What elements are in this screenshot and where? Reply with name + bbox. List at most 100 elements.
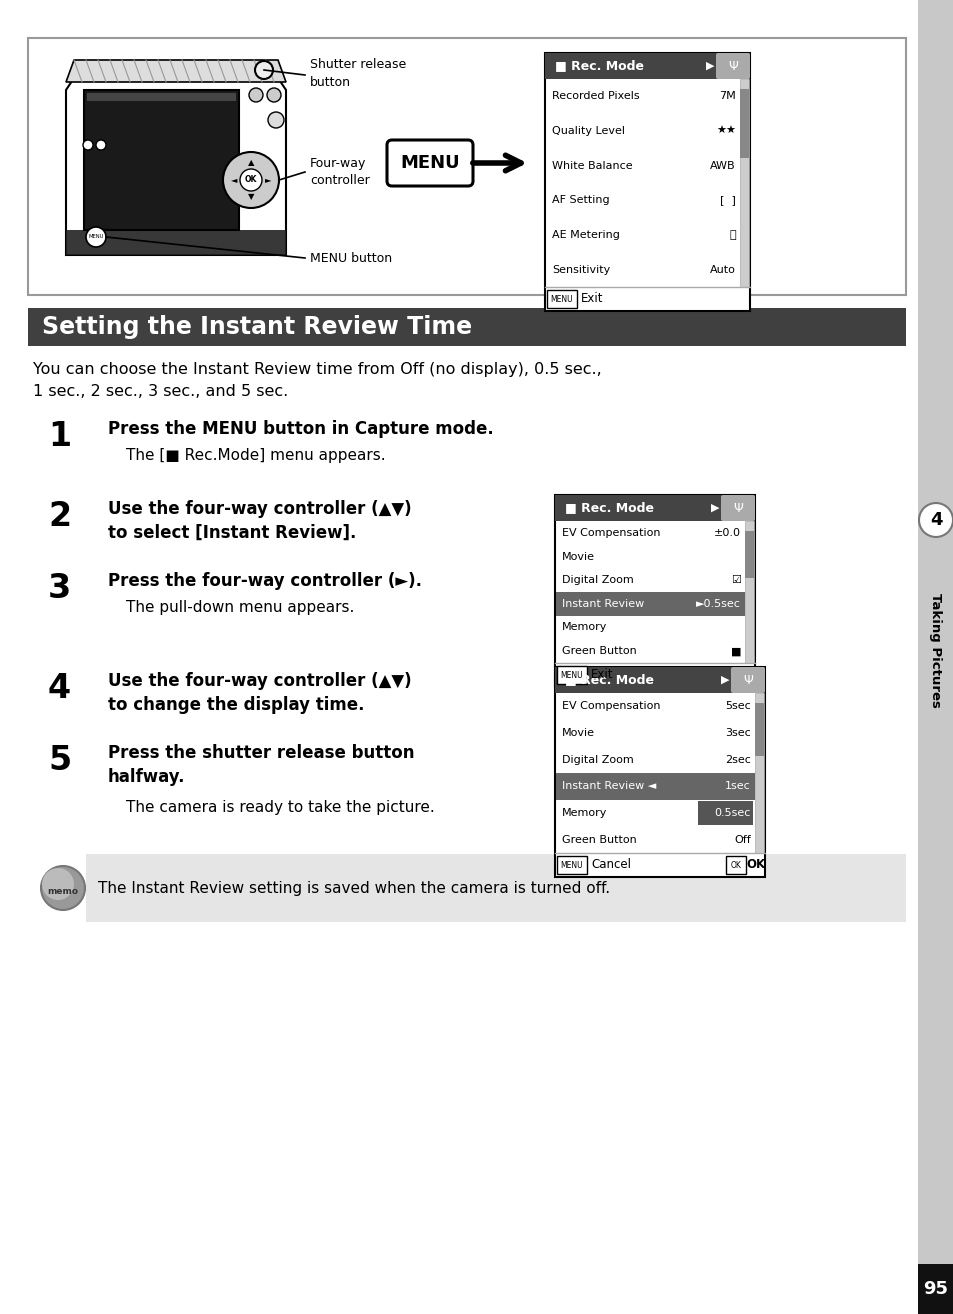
Text: 4: 4: [929, 511, 942, 530]
Text: OK: OK: [245, 176, 257, 184]
FancyBboxPatch shape: [730, 668, 764, 692]
Bar: [555, 668, 764, 692]
Text: ▼: ▼: [248, 192, 254, 201]
Bar: [556, 773, 754, 800]
Text: to select [Instant Review].: to select [Instant Review].: [108, 524, 356, 541]
FancyBboxPatch shape: [555, 668, 733, 692]
FancyBboxPatch shape: [544, 53, 719, 79]
Text: MENU: MENU: [89, 234, 104, 239]
Text: AE Metering: AE Metering: [552, 230, 619, 240]
Text: MENU: MENU: [560, 861, 582, 870]
Text: 5sec: 5sec: [724, 702, 750, 711]
Text: ▶: ▶: [705, 60, 714, 71]
Text: Exit: Exit: [590, 669, 613, 682]
Text: Off: Off: [734, 834, 750, 845]
Text: halfway.: halfway.: [108, 767, 185, 786]
Text: AF Setting: AF Setting: [552, 196, 609, 205]
Text: Use the four-way controller (▲▼): Use the four-way controller (▲▼): [108, 671, 411, 690]
Text: OK: OK: [730, 861, 740, 870]
Text: memo: memo: [48, 887, 78, 896]
Text: Ψ: Ψ: [732, 502, 742, 515]
Circle shape: [254, 60, 273, 79]
Circle shape: [268, 112, 284, 127]
Text: Green Button: Green Button: [561, 834, 636, 845]
Text: Ψ: Ψ: [742, 674, 752, 686]
Text: EV Compensation: EV Compensation: [561, 528, 659, 537]
Text: ▶: ▶: [710, 503, 719, 512]
Bar: [556, 593, 744, 616]
Text: Green Button: Green Button: [561, 646, 636, 656]
Text: 1: 1: [48, 420, 71, 453]
Text: 1sec: 1sec: [724, 782, 750, 791]
Text: 1 sec., 2 sec., 3 sec., and 5 sec.: 1 sec., 2 sec., 3 sec., and 5 sec.: [33, 384, 288, 399]
Circle shape: [86, 227, 106, 247]
Text: ★★: ★★: [716, 126, 735, 137]
Text: Press the shutter release button: Press the shutter release button: [108, 744, 414, 762]
Bar: [740, 79, 748, 286]
Text: ■ Rec. Mode: ■ Rec. Mode: [564, 502, 654, 515]
Text: Press the MENU button in Capture mode.: Press the MENU button in Capture mode.: [108, 420, 494, 438]
Text: ■ Rec. Mode: ■ Rec. Mode: [564, 674, 654, 686]
Text: Digital Zoom: Digital Zoom: [561, 754, 633, 765]
Text: The pull-down menu appears.: The pull-down menu appears.: [126, 600, 354, 615]
Text: Memory: Memory: [561, 808, 607, 819]
Text: button: button: [310, 75, 351, 88]
Text: Digital Zoom: Digital Zoom: [561, 576, 633, 585]
Text: ■: ■: [730, 646, 740, 656]
Bar: [544, 53, 749, 311]
Text: 2sec: 2sec: [724, 754, 750, 765]
Text: Setting the Instant Review Time: Setting the Instant Review Time: [42, 315, 472, 339]
Text: 0.5sec: 0.5sec: [714, 808, 750, 819]
Circle shape: [267, 88, 281, 102]
Text: MENU button: MENU button: [310, 251, 392, 264]
Text: Exit: Exit: [580, 293, 603, 305]
Text: 2: 2: [48, 501, 71, 533]
Text: Instant Review ◄: Instant Review ◄: [561, 782, 656, 791]
Bar: [917, 0, 953, 1314]
Text: Cancel: Cancel: [590, 858, 630, 871]
FancyBboxPatch shape: [557, 666, 586, 685]
FancyBboxPatch shape: [725, 855, 745, 874]
Text: 3sec: 3sec: [724, 728, 750, 738]
Text: You can choose the Instant Review time from Off (no display), 0.5 sec.,: You can choose the Instant Review time f…: [33, 361, 601, 377]
Text: MENU: MENU: [560, 670, 582, 679]
Bar: [28, 38, 905, 296]
Circle shape: [918, 503, 952, 537]
Bar: [555, 668, 764, 876]
FancyBboxPatch shape: [720, 495, 754, 520]
Text: 4: 4: [48, 671, 71, 706]
Bar: [66, 230, 286, 255]
Text: ±0.0: ±0.0: [713, 528, 740, 537]
Text: 7M: 7M: [719, 92, 735, 101]
Bar: [754, 692, 763, 853]
Text: Four-way: Four-way: [310, 158, 366, 171]
Bar: [555, 495, 754, 520]
Bar: [86, 854, 905, 922]
FancyBboxPatch shape: [387, 141, 473, 187]
Circle shape: [83, 141, 92, 150]
Text: Quality Level: Quality Level: [552, 126, 624, 137]
Polygon shape: [66, 60, 286, 81]
Text: ■ Rec. Mode: ■ Rec. Mode: [555, 59, 643, 72]
FancyBboxPatch shape: [716, 53, 749, 79]
Text: ⓞ: ⓞ: [729, 230, 735, 240]
Text: ►: ►: [265, 176, 271, 184]
Circle shape: [240, 170, 262, 191]
Circle shape: [41, 866, 85, 911]
Text: AWB: AWB: [710, 160, 735, 171]
FancyBboxPatch shape: [555, 495, 723, 520]
Bar: [754, 703, 763, 756]
Text: ►0.5sec: ►0.5sec: [696, 599, 740, 608]
Bar: [698, 800, 752, 825]
Text: OK: OK: [745, 858, 764, 871]
Text: ▶: ▶: [720, 675, 728, 685]
Bar: [87, 93, 235, 101]
Text: Shutter release: Shutter release: [310, 59, 406, 71]
Text: Recorded Pixels: Recorded Pixels: [552, 92, 639, 101]
Text: controller: controller: [310, 173, 370, 187]
Text: Sensitivity: Sensitivity: [552, 264, 610, 275]
Text: EV Compensation: EV Compensation: [561, 702, 659, 711]
Text: Movie: Movie: [561, 552, 595, 561]
Text: 3: 3: [48, 572, 71, 604]
Text: MENU: MENU: [399, 154, 459, 172]
